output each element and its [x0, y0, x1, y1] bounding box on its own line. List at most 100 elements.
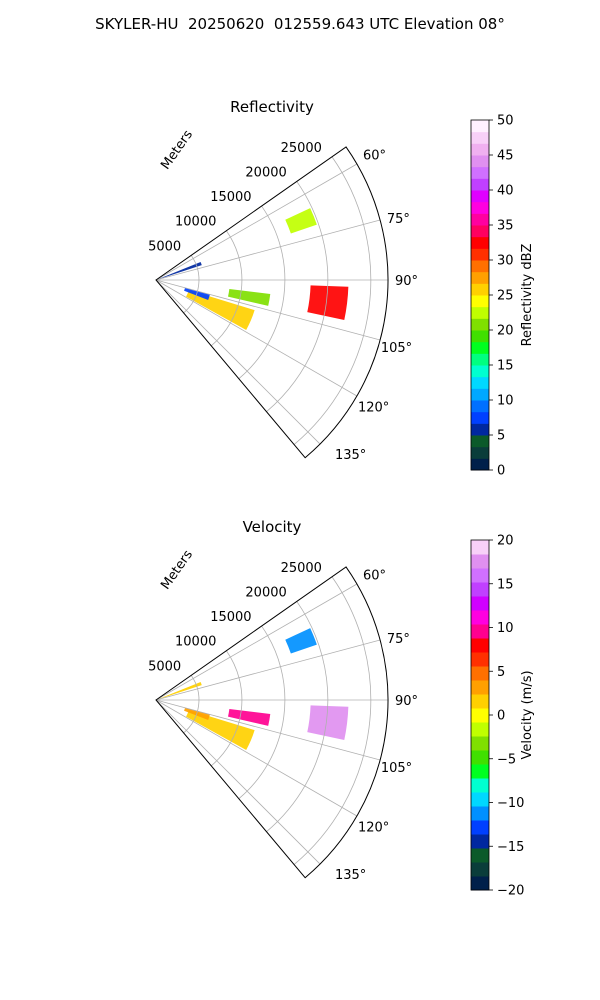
colorbar-segment — [471, 834, 489, 849]
range-tick-label: 25000 — [281, 561, 322, 576]
range-ring — [293, 156, 372, 445]
colorbar-tick-label: 15 — [497, 577, 514, 592]
colorbar-tick-label: 0 — [497, 709, 505, 724]
colorbar-segment — [471, 540, 489, 555]
azimuth-spoke — [155, 639, 381, 701]
colorbar-segment — [471, 178, 489, 191]
colorbar-segment — [471, 736, 489, 751]
colorbar-segment — [471, 458, 489, 471]
colorbar-segment — [471, 652, 489, 667]
range-axis-label: Meters — [158, 127, 196, 172]
colorbar-segment — [471, 750, 489, 765]
echo-cell — [156, 261, 202, 280]
colorbar-segment — [471, 166, 489, 179]
range-tick-label: 5000 — [148, 659, 181, 674]
colorbar-segment — [471, 722, 489, 737]
colorbar-segment — [471, 341, 489, 354]
azimuth-tick-label: 135° — [335, 448, 366, 463]
colorbar-segment — [471, 155, 489, 168]
colorbar-segment — [471, 568, 489, 583]
range-ring — [210, 650, 243, 767]
azimuth-spoke — [155, 699, 321, 865]
azimuth-spoke — [155, 279, 381, 341]
range-ring — [210, 230, 243, 347]
colorbar-tick-label: 45 — [497, 149, 514, 164]
colorbar-tick-label: −15 — [497, 840, 524, 855]
azimuth-spoke — [155, 219, 381, 281]
colorbar-segment — [471, 131, 489, 144]
colorbar-tick-label: −20 — [497, 884, 524, 899]
range-ring — [293, 576, 372, 865]
range-ring — [238, 205, 286, 380]
colorbar-segment — [471, 388, 489, 401]
colorbar-segment — [471, 862, 489, 877]
colorbar-segment — [471, 376, 489, 389]
range-tick-label: 20000 — [245, 585, 286, 600]
echo-cell — [156, 681, 202, 700]
echo-cell — [228, 289, 271, 306]
colorbar-segment — [471, 435, 489, 448]
colorbar-segment — [471, 201, 489, 214]
colorbar-segment — [471, 446, 489, 459]
colorbar-segment — [471, 295, 489, 308]
echo-cell — [186, 290, 255, 330]
colorbar-segment — [471, 680, 489, 695]
azimuth-spoke — [155, 699, 358, 817]
colorbar-segment — [471, 411, 489, 424]
colorbar-tick-label: 5 — [497, 429, 505, 444]
azimuth-tick-label: 120° — [358, 821, 389, 836]
echo-cell — [285, 628, 317, 654]
colorbar-tick-label: 5 — [497, 665, 505, 680]
sector-outline — [155, 566, 389, 879]
colorbar-segment — [471, 400, 489, 413]
azimuth-tick-label: 60° — [363, 569, 386, 584]
azimuth-tick-label: 90° — [395, 694, 418, 709]
range-tick-label: 10000 — [175, 215, 216, 230]
range-tick-label: 10000 — [175, 635, 216, 650]
colorbar-tick-label: 50 — [497, 114, 514, 129]
range-axis-label: Meters — [158, 547, 196, 592]
colorbar-tick-label: −5 — [497, 752, 516, 767]
colorbar-segment — [471, 820, 489, 835]
colorbar-segment — [471, 190, 489, 203]
range-tick-label: 15000 — [210, 190, 251, 205]
colorbar-segment — [471, 213, 489, 226]
colorbar-segment — [471, 666, 489, 681]
colorbar-segment — [471, 554, 489, 569]
colorbar-segment — [471, 306, 489, 319]
range-tick-label: 20000 — [245, 165, 286, 180]
panel-title: Velocity — [243, 518, 302, 536]
colorbar-tick-label: 20 — [497, 324, 514, 339]
colorbar-segment — [471, 792, 489, 807]
range-ring — [266, 601, 329, 832]
colorbar-segment — [471, 764, 489, 779]
echo-cell — [307, 705, 349, 741]
range-tick-label: 25000 — [281, 141, 322, 156]
colorbar-segment — [471, 778, 489, 793]
colorbar-segment — [471, 876, 489, 891]
colorbar-segment — [471, 353, 489, 366]
colorbar-tick-label: 10 — [497, 621, 514, 636]
colorbar-tick-label: 10 — [497, 394, 514, 409]
colorbar-tick-label: 15 — [497, 359, 514, 374]
colorbar-segment — [471, 638, 489, 653]
azimuth-tick-label: 90° — [395, 274, 418, 289]
colorbar-segment — [471, 694, 489, 709]
azimuth-tick-label: 75° — [387, 212, 410, 227]
colorbar-segment — [471, 260, 489, 273]
colorbar-segment — [471, 236, 489, 249]
colorbar-segment — [471, 248, 489, 261]
echo-cell — [307, 285, 349, 321]
azimuth-spoke — [155, 279, 358, 397]
panel-velocity: Velocity 5000 10000 15000 20000 25000 Meters 60… — [148, 518, 535, 899]
panel-reflectivity: Reflectivity 5000 10000 15000 20000 25000 Mete… — [148, 98, 535, 479]
azimuth-tick-label: 120° — [358, 401, 389, 416]
colorbar-tick-label: 30 — [497, 254, 514, 269]
colorbar-tick-label: 20 — [497, 534, 514, 549]
colorbar-segment — [471, 582, 489, 597]
range-ring — [183, 675, 200, 734]
azimuth-spoke — [155, 279, 321, 445]
colorbar-segment — [471, 610, 489, 625]
colorbar-segment — [471, 318, 489, 331]
